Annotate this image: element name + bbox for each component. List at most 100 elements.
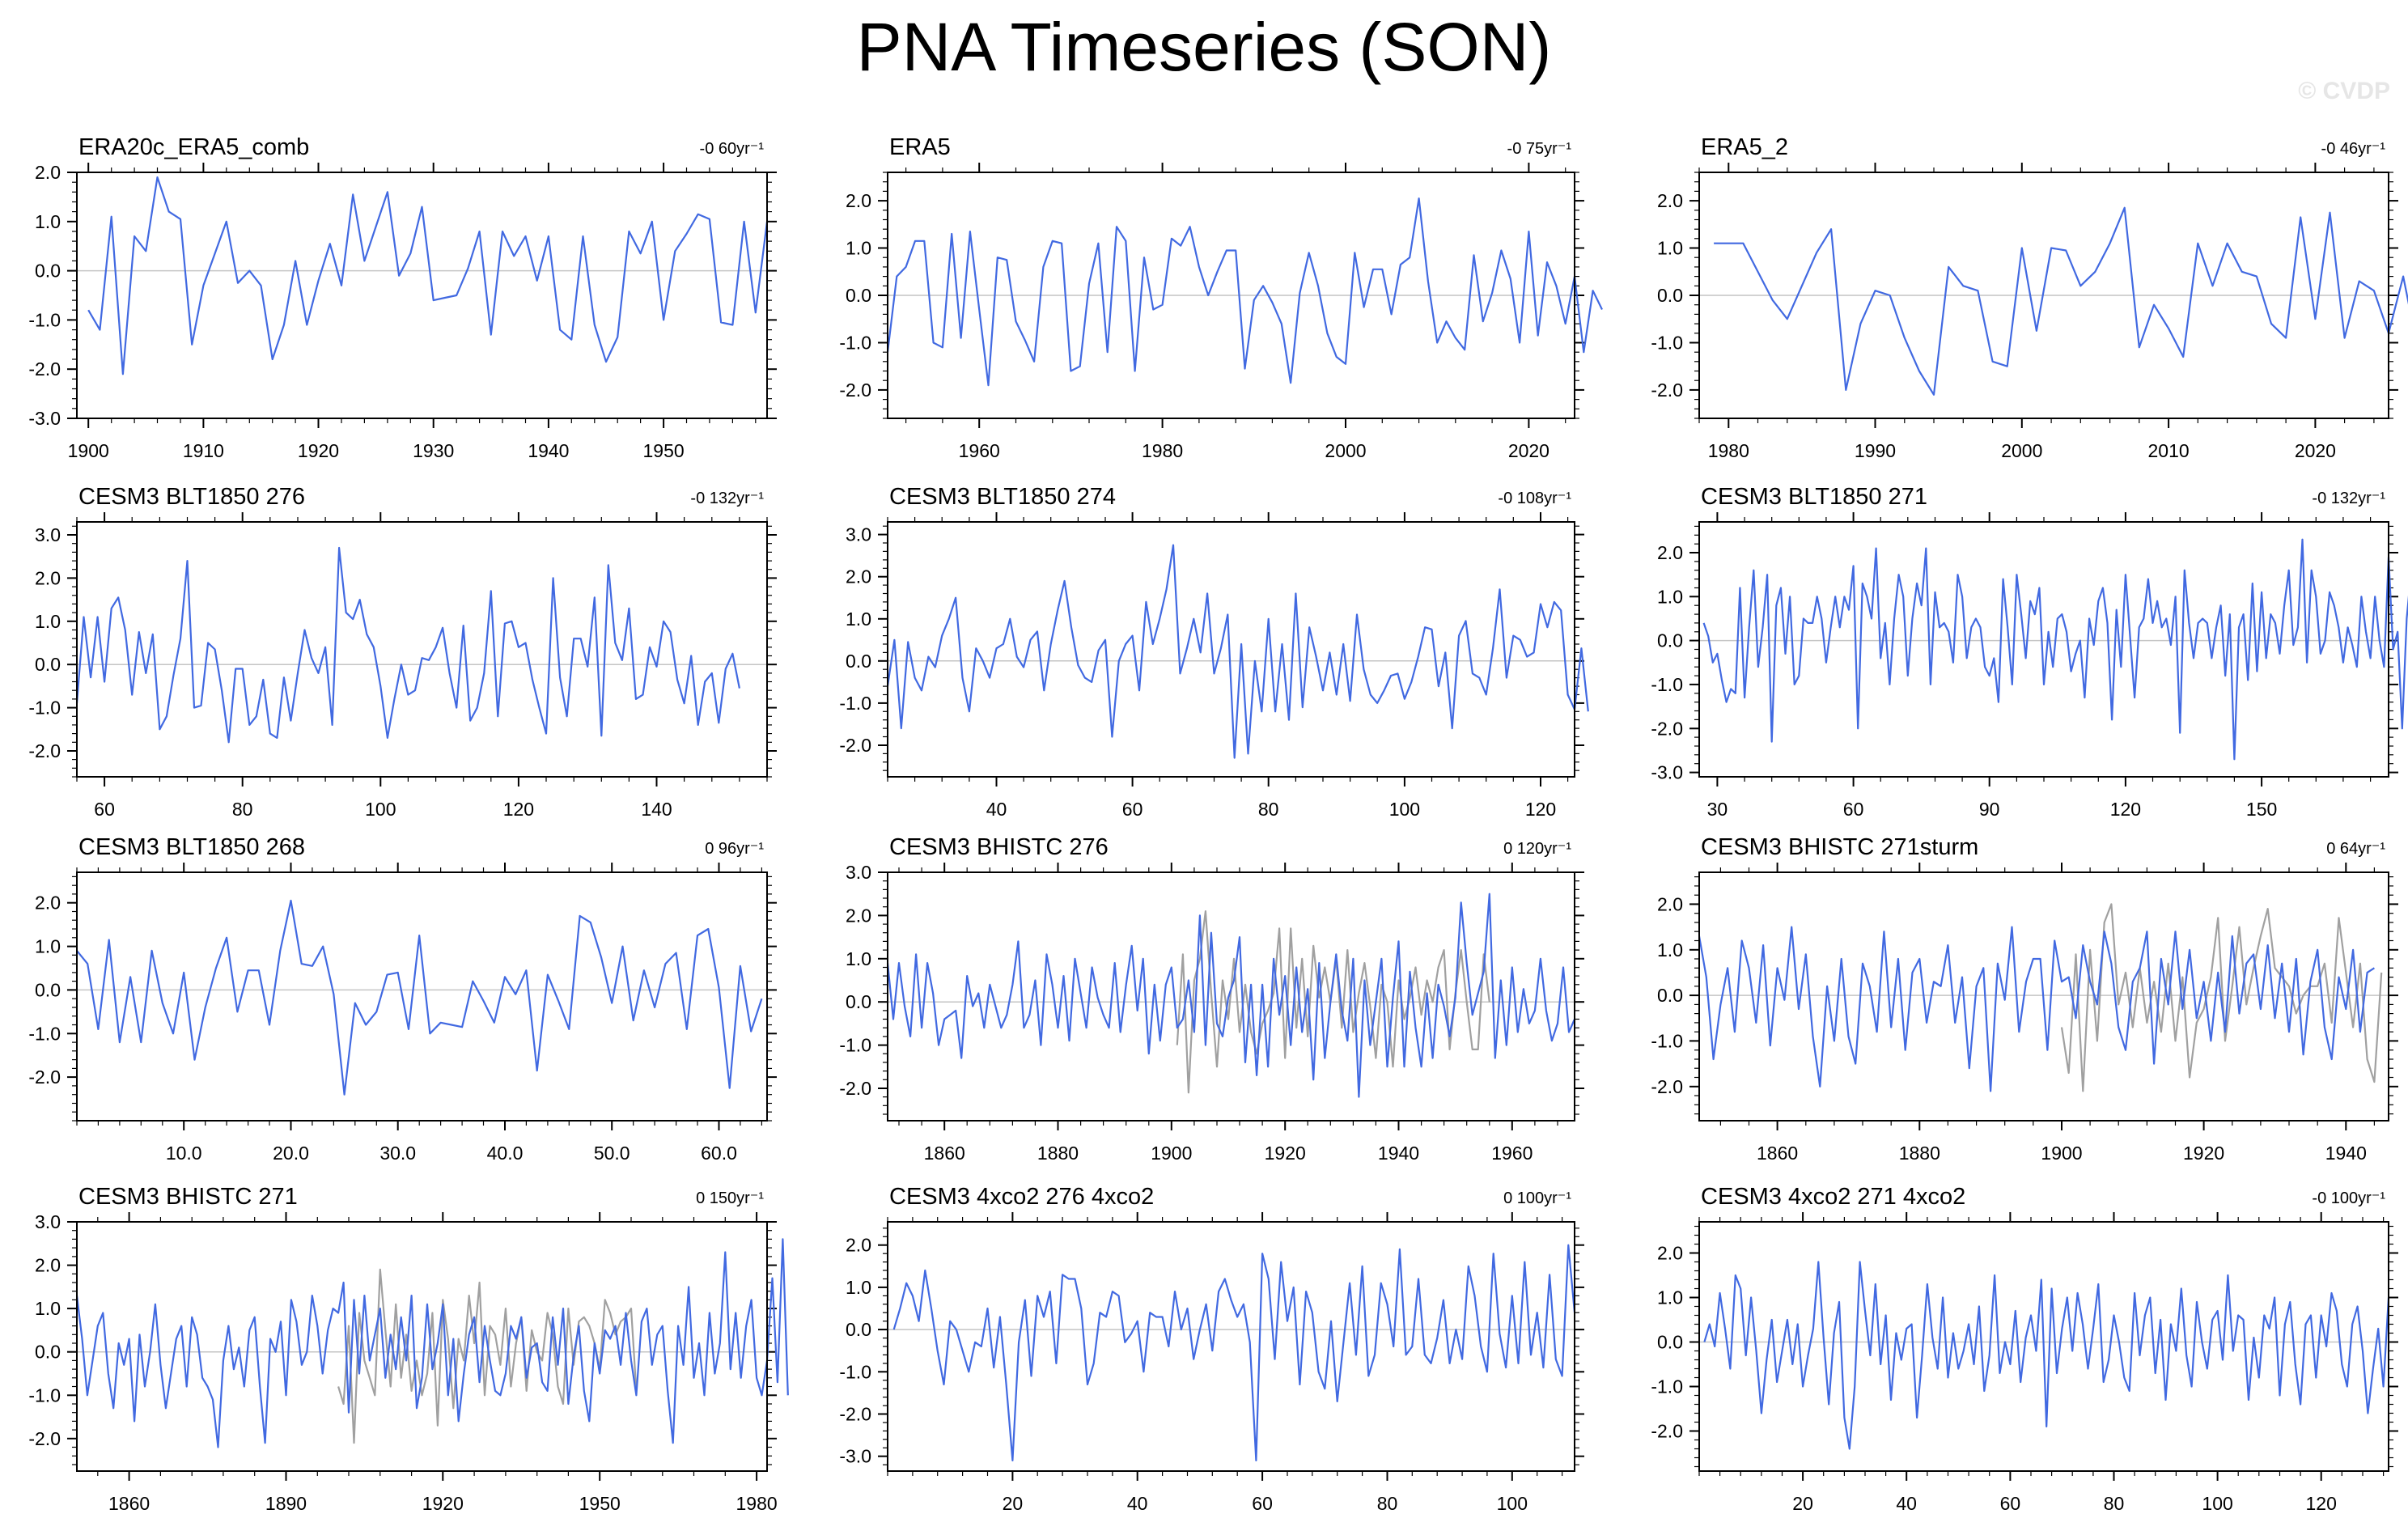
panel-title: CESM3 BLT1850 268 (78, 834, 305, 860)
y-tick-label: -1.0 (28, 309, 61, 330)
y-tick-label: 1.0 (846, 238, 871, 259)
y-tick-label: 2.0 (1657, 1243, 1683, 1264)
x-tick-label: 80 (1377, 1493, 1398, 1514)
trend-label: 0 120yr⁻¹ (1503, 840, 1571, 858)
x-tick-label: 1950 (579, 1493, 621, 1514)
y-tick-label: 0.0 (846, 1319, 871, 1340)
y-tick-label: 0.0 (846, 285, 871, 306)
x-tick-label: 40 (1127, 1493, 1148, 1514)
panel-9: CESM3 BHISTC 271sturm 0 64yr⁻¹ -2.0 -1.0 0.0… (1651, 834, 2398, 1164)
x-tick-label: 120 (1525, 799, 1556, 820)
panel-12: CESM3 4xco2 271 4xco2 -0 100yr⁻¹ -2.0 -1.0 0… (1651, 1184, 2398, 1514)
y-tick-label: 2.0 (1657, 893, 1683, 914)
y-tick-label: 3.0 (35, 1211, 61, 1232)
panel-frame (887, 172, 1575, 419)
x-tick-label: 1980 (1708, 440, 1749, 461)
x-tick-label: 2000 (1325, 440, 1366, 461)
x-tick-label: 1900 (1151, 1143, 1192, 1164)
y-tick-label: -2.0 (1651, 380, 1683, 401)
y-tick-label: 1.0 (846, 948, 871, 969)
x-tick-label: 1950 (643, 440, 685, 461)
x-tick-label: 1990 (1855, 440, 1896, 461)
x-tick-label: 1930 (413, 440, 454, 461)
x-tick-label: 120 (503, 799, 534, 820)
x-tick-label: 1940 (2325, 1143, 2367, 1164)
panel-frame (76, 871, 768, 1122)
y-tick-label: -2.0 (28, 1428, 61, 1449)
panel-frame (1698, 871, 2389, 1122)
x-tick-label: 20 (1003, 1493, 1024, 1514)
panel-3: ERA5_2 -0 46yr⁻¹ -2.0 -1.0 0.0 1.0 2.0 1980 1990… (1651, 134, 2408, 461)
panel-10: CESM3 BHISTC 271 0 150yr⁻¹ -2.0 -1.0 0.0 1.0 2… (28, 1184, 789, 1514)
x-tick-label: 1920 (1265, 1143, 1306, 1164)
y-tick-label: 0.0 (35, 979, 61, 1000)
panel-title: CESM3 BHISTC 271sturm (1701, 834, 1978, 860)
y-tick-label: 2.0 (35, 1255, 61, 1276)
y-tick-label: 2.0 (846, 1235, 871, 1256)
x-tick-label: 60 (2000, 1493, 2021, 1514)
y-tick-label: -3.0 (839, 1446, 871, 1467)
panel-title: ERA5_2 (1701, 134, 1788, 160)
y-tick-label: 0.0 (846, 651, 871, 672)
x-tick-label: 1960 (959, 440, 1000, 461)
panel-frame (1698, 1221, 2389, 1472)
trend-label: -0 132yr⁻¹ (690, 490, 764, 507)
x-tick-label: 1940 (528, 440, 569, 461)
trend-label: 0 150yr⁻¹ (696, 1189, 764, 1207)
x-tick-label: 1860 (924, 1143, 965, 1164)
y-tick-label: -1.0 (1651, 333, 1683, 354)
y-tick-label: -2.0 (839, 1078, 871, 1099)
x-tick-label: 1900 (2041, 1143, 2082, 1164)
panel-title: CESM3 BHISTC 271 (78, 1184, 298, 1210)
x-tick-label: 100 (1389, 799, 1420, 820)
y-tick-label: 2.0 (846, 905, 871, 926)
y-tick-label: 0.0 (1657, 630, 1683, 651)
y-tick-label: -2.0 (1651, 1076, 1683, 1097)
panel-title: CESM3 BHISTC 276 (889, 834, 1109, 860)
y-tick-label: -2.0 (839, 1404, 871, 1425)
series-line-1 (75, 546, 740, 744)
panel-title: CESM3 BLT1850 274 (889, 484, 1116, 510)
panel-title: CESM3 BLT1850 271 (1701, 484, 1927, 510)
y-tick-label: 3.0 (846, 524, 871, 545)
series-line-1 (1702, 538, 2408, 761)
y-tick-label: 1.0 (846, 608, 871, 630)
trend-label: -0 108yr⁻¹ (1498, 490, 1571, 507)
trend-label: -0 100yr⁻¹ (2312, 1189, 2385, 1207)
series-line-1 (892, 1244, 1576, 1462)
panel-7: CESM3 BLT1850 268 0 96yr⁻¹ -2.0 -1.0 0.0 1.0 2… (28, 834, 777, 1164)
x-tick-label: 10.0 (166, 1143, 202, 1164)
x-tick-label: 100 (365, 799, 396, 820)
panel-frame (887, 871, 1575, 1122)
y-tick-label: 0.0 (35, 261, 61, 282)
x-tick-label: 1900 (68, 440, 109, 461)
panel-11: CESM3 4xco2 276 4xco2 0 100yr⁻¹ -3.0 -2.0 -1… (839, 1184, 1584, 1514)
series-line-1 (886, 197, 1603, 387)
x-tick-label: 1880 (1037, 1143, 1079, 1164)
y-tick-label: 2.0 (1657, 542, 1683, 563)
y-tick-label: -1.0 (28, 698, 61, 719)
panel-title: ERA20c_ERA5_comb (78, 134, 309, 160)
trend-label: 0 100yr⁻¹ (1503, 1189, 1571, 1207)
panel-frame (76, 1221, 768, 1472)
panel-frame (76, 521, 768, 778)
trend-label: -0 46yr⁻¹ (2321, 140, 2386, 158)
trend-label: 0 64yr⁻¹ (2326, 840, 2385, 858)
y-tick-label: 0.0 (35, 1342, 61, 1363)
y-tick-label: -1.0 (1651, 1030, 1683, 1051)
x-tick-label: 140 (641, 799, 672, 820)
y-tick-label: -2.0 (28, 740, 61, 761)
x-tick-label: 80 (1258, 799, 1279, 820)
y-tick-label: 1.0 (1657, 586, 1683, 607)
y-tick-label: -3.0 (28, 408, 61, 429)
y-tick-label: 2.0 (846, 190, 871, 211)
y-tick-label: -2.0 (839, 735, 871, 756)
watermark: © CVDP (2298, 78, 2390, 104)
y-tick-label: -1.0 (1651, 1376, 1683, 1397)
y-tick-label: -2.0 (28, 1066, 61, 1088)
panel-frame (887, 521, 1575, 778)
y-tick-label: -2.0 (839, 380, 871, 401)
y-tick-label: 0.0 (1657, 285, 1683, 306)
y-tick-label: 3.0 (846, 862, 871, 883)
